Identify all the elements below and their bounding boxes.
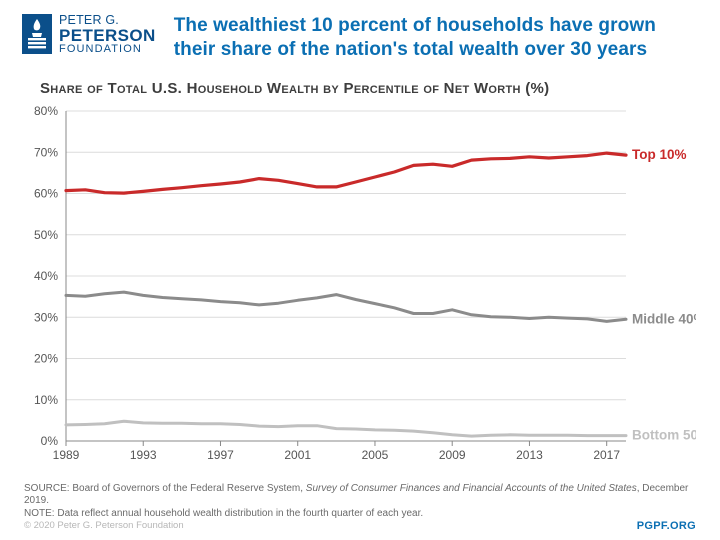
y-tick-label: 80% bbox=[34, 105, 58, 118]
series-label: Top 10% bbox=[632, 147, 687, 162]
chart-svg: 0% 10% 20% 30% 40% 50% 60% 70% 80% 1989 1993 1997 20… bbox=[24, 105, 696, 467]
source-text-1: Board of Governors of the Federal Reserv… bbox=[72, 483, 305, 494]
series-label: Bottom 50% bbox=[632, 427, 696, 442]
y-tick-label: 70% bbox=[34, 145, 58, 159]
logo: PETER G. PETERSON FOUNDATION bbox=[22, 14, 156, 55]
torch-icon bbox=[22, 14, 52, 54]
logo-line-2: PETERSON bbox=[59, 27, 156, 44]
series-bottom-50- bbox=[66, 421, 626, 436]
source-line: SOURCE: Board of Governors of the Federa… bbox=[24, 483, 696, 508]
logo-line-1: PETER G. bbox=[59, 14, 156, 27]
note-line: NOTE: Data reflect annual household weal… bbox=[24, 508, 696, 521]
x-tick-label: 2001 bbox=[284, 448, 311, 462]
x-tick-label: 2009 bbox=[439, 448, 466, 462]
source-label: SOURCE: bbox=[24, 483, 72, 494]
y-tick-label: 40% bbox=[34, 269, 58, 283]
x-tick-label: 2005 bbox=[362, 448, 389, 462]
x-tick-label: 1989 bbox=[53, 448, 80, 462]
y-tick-label: 50% bbox=[34, 227, 58, 241]
note-text: Data reflect annual household wealth dis… bbox=[57, 508, 423, 519]
y-tick-label: 30% bbox=[34, 310, 58, 324]
x-tick-label: 1993 bbox=[130, 448, 157, 462]
source-text-italic: Survey of Consumer Finances and Financia… bbox=[306, 483, 637, 494]
y-tick-label: 20% bbox=[34, 351, 58, 365]
x-tick-label: 1997 bbox=[207, 448, 234, 462]
footer: SOURCE: Board of Governors of the Federa… bbox=[24, 483, 696, 532]
y-tick-label: 60% bbox=[34, 186, 58, 200]
x-tick-label: 2013 bbox=[516, 448, 543, 462]
y-tick-label: 0% bbox=[41, 434, 59, 448]
y-tick-label: 10% bbox=[34, 392, 58, 406]
note-label: NOTE: bbox=[24, 508, 57, 519]
line-chart: 0% 10% 20% 30% 40% 50% 60% 70% 80% 1989 1993 1997 20… bbox=[24, 105, 696, 472]
footer-url: PGPF.ORG bbox=[637, 520, 696, 532]
chart-subtitle: Share of Total U.S. Household Wealth by … bbox=[0, 70, 720, 101]
x-tick-label: 2017 bbox=[593, 448, 620, 462]
logo-text: PETER G. PETERSON FOUNDATION bbox=[59, 14, 156, 55]
headline: The wealthiest 10 percent of households … bbox=[174, 14, 684, 62]
copyright: © 2020 Peter G. Peterson Foundation bbox=[24, 520, 696, 532]
logo-line-3: FOUNDATION bbox=[59, 44, 156, 55]
series-label: Middle 40% bbox=[632, 311, 696, 326]
header: PETER G. PETERSON FOUNDATION The wealthi… bbox=[0, 0, 720, 70]
series-top-10- bbox=[66, 153, 626, 193]
